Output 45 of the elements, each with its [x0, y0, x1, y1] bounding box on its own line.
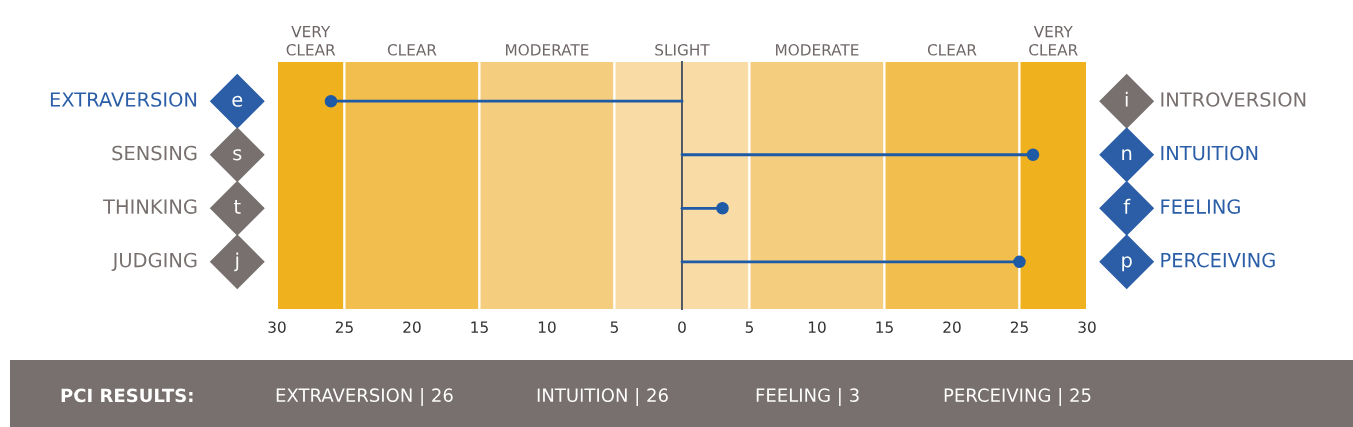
- band-label: VERY CLEAR: [1029, 25, 1078, 56]
- y-tick-label: SENSING: [112, 145, 197, 161]
- point: [1013, 255, 1026, 269]
- y2-tick-label: FEELING: [1161, 199, 1240, 214]
- band-label: SLIGHT: [655, 44, 710, 56]
- x-tick-label: 25: [335, 321, 353, 333]
- y2-tick-label: PERCEIVING: [1161, 252, 1275, 268]
- text: PCI RESULTS:: [61, 388, 193, 403]
- x-tick-label: 10: [538, 321, 556, 333]
- point: [716, 202, 729, 215]
- x-tick-label: 25: [1010, 321, 1028, 333]
- text: f: [1123, 198, 1131, 214]
- x-tick-label: 5: [745, 321, 754, 333]
- band-label: CLEAR: [387, 44, 437, 56]
- band-label: MODERATE: [506, 44, 589, 56]
- text: n: [1122, 149, 1132, 161]
- text: e: [232, 95, 243, 107]
- text: FEELING | 3: [756, 387, 859, 407]
- text: s: [233, 149, 242, 161]
- x-tick-label: 30: [1078, 321, 1096, 333]
- x-tick-label: 5: [610, 321, 618, 333]
- y-tick-label: EXTRAVERSION: [50, 92, 197, 107]
- band-label: MODERATE: [776, 44, 859, 56]
- x-tick-label: 0: [678, 321, 686, 333]
- y-tick-label: THINKING: [103, 199, 197, 214]
- text: INTUITION | 26: [537, 387, 668, 407]
- text: p: [1122, 256, 1132, 272]
- x-tick-label: 15: [471, 321, 488, 333]
- text: j: [234, 252, 239, 272]
- x-tick-label: 10: [808, 321, 826, 333]
- band-label: CLEAR: [927, 44, 977, 56]
- x-tick-label: 20: [943, 321, 961, 333]
- text: EXTRAVERSION | 26: [276, 387, 453, 407]
- y-tick-label: JUDGING: [111, 252, 197, 272]
- x-tick-label: 30: [268, 321, 286, 333]
- text: PERCEIVING | 25: [944, 387, 1091, 407]
- x-tick-label: 20: [403, 321, 421, 333]
- point: [324, 94, 338, 108]
- x-tick-label: 15: [876, 321, 893, 333]
- y2-tick-label: INTUITION: [1161, 145, 1258, 161]
- band-label: VERY CLEAR: [286, 25, 336, 56]
- text: i: [1125, 91, 1128, 107]
- y2-tick-label: INTROVERSION: [1161, 92, 1306, 107]
- point: [1026, 148, 1040, 161]
- text: t: [233, 200, 241, 214]
